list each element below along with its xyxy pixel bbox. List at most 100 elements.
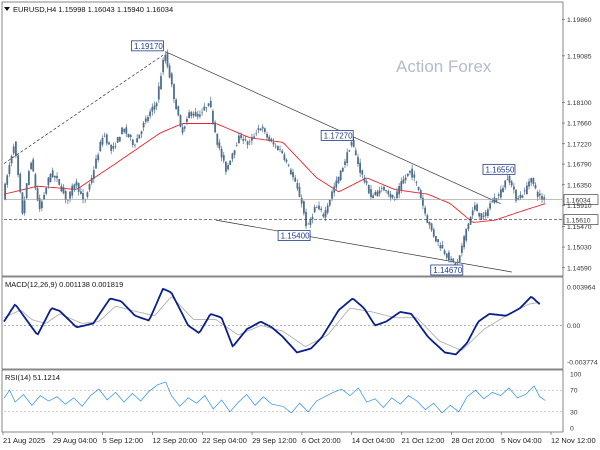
price-annotation: 1.15400 [281,232,310,241]
candle-body [160,76,162,90]
candle-body [352,140,355,148]
candle-body [536,192,539,197]
candle-body [504,180,507,188]
candle-body [393,199,396,200]
candle-body [251,137,253,141]
price-annotation: 1.19170 [134,42,163,51]
rsi-tick-label: 0 [570,426,574,433]
candle-body [487,209,489,216]
candle-body [526,185,528,195]
candle-body [64,191,67,200]
candle-body [186,118,188,122]
price-annotation-box [320,130,354,141]
candle-body [12,146,15,154]
time-tick-label: 29 Aug 04:00 [53,436,97,445]
candle-body [97,154,100,160]
candle-body [138,134,141,139]
rsi-panel [1,369,564,433]
candle-body [164,54,167,62]
candle-body [147,117,149,121]
candle-body [396,191,398,199]
candle-body [517,198,520,200]
candle-body [510,181,513,186]
candle-body [365,181,368,184]
candle-body [62,187,65,194]
macd-layer [3,287,562,356]
candle-body [322,214,325,217]
candle-body [404,177,407,181]
candle-body [391,195,394,198]
candle-body [474,205,476,210]
candle-body [8,164,11,175]
candle-body [4,183,6,200]
candle-body [370,189,372,197]
candle-body [151,107,154,112]
candle-body [318,205,320,210]
candle-body [374,192,377,195]
candle-body [500,189,502,198]
price-tick-label: 1.15030 [567,245,592,252]
candle-body [129,134,132,138]
candle-body [363,177,366,182]
candle-body [335,180,338,188]
time-tick-label: 28 Oct 20:00 [451,436,494,445]
candle-body [199,114,201,117]
candle-body [543,197,546,200]
time-tick-label: 6 Oct 20:00 [302,436,341,445]
candle-body [385,190,387,192]
candle-body [292,172,294,178]
candle-body [255,133,258,134]
macd-axis: 0.003964 0.00 -0.003774 [567,285,598,367]
candle-body [192,113,195,116]
candle-body [153,105,156,110]
candle-body [528,181,530,187]
candle-body [296,183,299,189]
candle-body [439,245,442,249]
candle-body [328,199,331,206]
candle-body [339,170,342,181]
candle-body [23,200,26,214]
current-price-tag-box [563,194,599,205]
candle-body [235,145,238,146]
candle-body [448,252,450,261]
candle-body [521,195,524,198]
candle-body [491,201,494,203]
candle-body [471,210,474,216]
candle-body [454,263,457,265]
candle-body [354,150,357,156]
candle-body [311,216,314,220]
candle-body [376,191,379,197]
price-tick-label: 1.19860 [567,17,592,24]
candle-body [231,153,234,160]
time-tick-label: 14 Oct 04:00 [352,436,395,445]
candle-body [324,210,327,218]
candle-body [21,192,24,214]
candle-body [116,137,119,143]
price-tick-label: 1.18100 [567,100,592,107]
candle-body [170,73,173,85]
candle-body [465,228,468,241]
candle-body [188,112,190,118]
candle-body [157,86,160,100]
candle-body [413,174,416,178]
candle-body [218,142,221,149]
candle-body [47,177,50,186]
candle-body [489,203,491,209]
price-tick-label: 1.16350 [567,182,592,189]
time-axis: 21 Aug 2025 29 Aug 04:00 5 Sep 12:00 12 Sep… [2,432,596,445]
candle-body [272,142,275,145]
candle-body [480,213,483,220]
rsi-tick-label: 100 [570,372,582,379]
candle-body [155,103,158,107]
candle-body [229,160,232,165]
candle-body [428,222,431,225]
candle-body [194,112,197,117]
menu-triangle-icon[interactable] [4,7,10,11]
rsi-header: RSI(14) 51.1214 [5,373,60,382]
candle-body [346,152,349,163]
price-annotation: 1.14670 [433,266,462,275]
candle-body [58,179,61,185]
price-tick-label: 1.17660 [567,121,592,128]
candle-body [19,173,22,193]
candle-body [333,186,336,193]
